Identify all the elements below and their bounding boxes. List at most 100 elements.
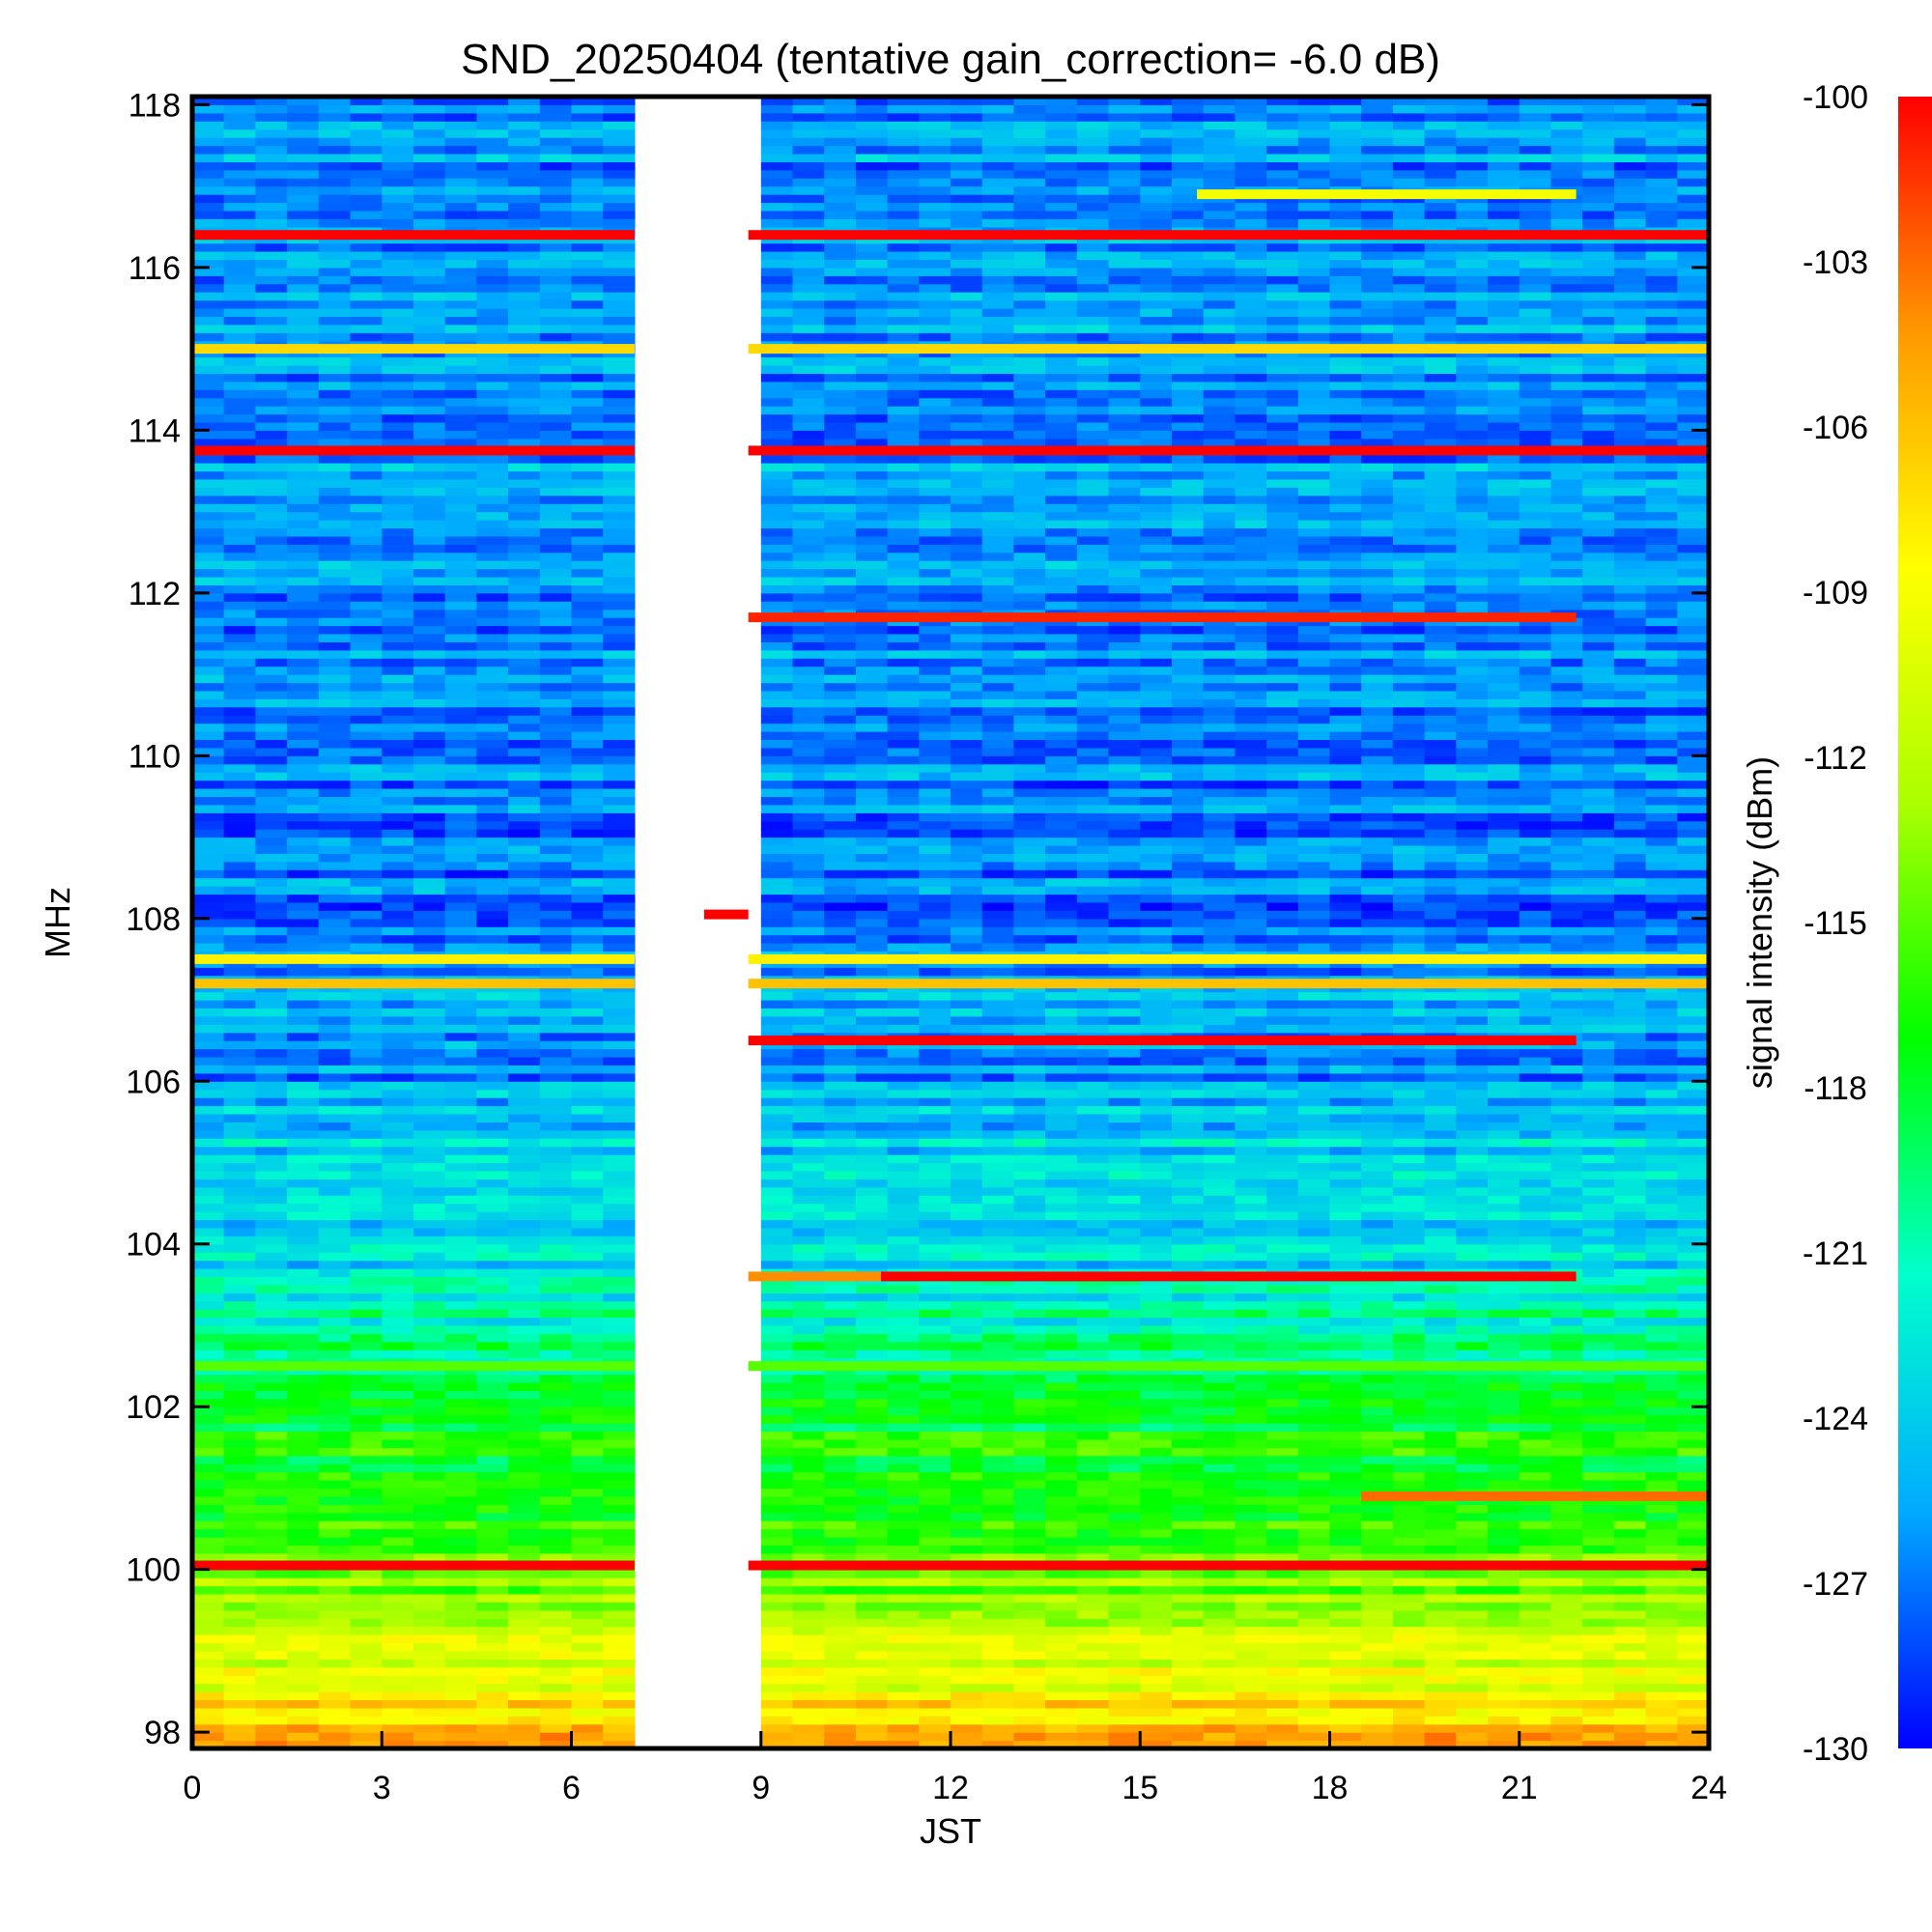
heatmap-cell xyxy=(1392,1577,1426,1587)
heatmap-cell xyxy=(855,1236,889,1245)
heatmap-cell xyxy=(571,910,604,920)
heatmap-cell xyxy=(318,829,352,838)
heatmap-cell xyxy=(350,910,383,920)
heatmap-cell xyxy=(951,1236,983,1245)
heatmap-cell xyxy=(1677,1032,1710,1041)
heatmap-cell xyxy=(1108,1325,1141,1334)
heatmap-cell xyxy=(1140,1170,1173,1179)
heatmap-cell xyxy=(444,1414,477,1424)
heatmap-cell xyxy=(1266,1065,1299,1074)
heatmap-cell xyxy=(1329,1585,1362,1595)
heatmap-cell xyxy=(1329,1666,1362,1676)
heatmap-cell xyxy=(1076,1114,1110,1122)
heatmap-cell xyxy=(1550,1642,1583,1652)
heatmap-cell xyxy=(1550,1114,1583,1122)
heatmap-cell xyxy=(192,1431,225,1440)
heatmap-cell xyxy=(1203,1105,1236,1115)
heatmap-cell xyxy=(476,1520,509,1530)
heatmap-cell xyxy=(1488,1642,1520,1652)
heatmap-cell xyxy=(1645,845,1678,854)
heatmap-cell xyxy=(223,1219,256,1229)
heatmap-cell xyxy=(1392,1699,1426,1709)
heatmap-cell xyxy=(855,1114,889,1122)
heatmap-cell xyxy=(1172,1162,1205,1172)
heatmap-cell xyxy=(1076,1008,1110,1017)
heatmap-cell xyxy=(1235,943,1267,952)
heatmap-cell xyxy=(539,1122,573,1131)
heatmap-cell xyxy=(1172,1350,1205,1359)
heatmap-cell xyxy=(1392,1114,1426,1122)
heatmap-cell xyxy=(1140,1162,1173,1172)
heatmap-cell xyxy=(223,1186,256,1196)
heatmap-cell xyxy=(824,1170,857,1179)
heatmap-cell xyxy=(792,1227,825,1236)
heatmap-cell xyxy=(981,1683,1014,1692)
heatmap-cell xyxy=(192,861,225,870)
heatmap-cell xyxy=(1550,837,1583,846)
heatmap-cell xyxy=(223,1325,256,1334)
heatmap-cell xyxy=(1488,1162,1520,1172)
heatmap-cell xyxy=(1203,1381,1236,1391)
heatmap-cell xyxy=(318,1129,352,1139)
heatmap-cell xyxy=(887,1642,920,1652)
heatmap-cell xyxy=(1519,869,1552,879)
heatmap-cell xyxy=(919,1626,952,1635)
heatmap-cell xyxy=(855,1186,889,1196)
heatmap-cell xyxy=(760,845,794,854)
heatmap-cell xyxy=(223,845,256,854)
heatmap-cell xyxy=(1424,1374,1457,1383)
heatmap-cell xyxy=(287,1455,320,1464)
heatmap-cell xyxy=(1108,1512,1141,1521)
heatmap-cell xyxy=(255,861,288,870)
heatmap-cell xyxy=(1045,1341,1078,1350)
heatmap-cell xyxy=(951,1585,983,1595)
heatmap-cell xyxy=(1235,829,1267,838)
heatmap-cell xyxy=(760,1381,794,1391)
heatmap-cell xyxy=(1677,1293,1710,1302)
heatmap-cell xyxy=(1297,1512,1331,1521)
heatmap-cell xyxy=(571,991,604,1001)
heatmap-cell xyxy=(223,1666,256,1676)
heatmap-cell xyxy=(981,829,1014,838)
heatmap-cell xyxy=(1392,1179,1426,1188)
heatmap-cell xyxy=(1076,1170,1110,1179)
heatmap-cell xyxy=(1645,1406,1678,1416)
heatmap-cell xyxy=(792,1162,825,1172)
heatmap-cell xyxy=(1140,1520,1173,1530)
heatmap-cell xyxy=(1266,1179,1299,1188)
heatmap-cell xyxy=(760,1471,794,1481)
heatmap-cell xyxy=(792,1683,825,1692)
heatmap-cell xyxy=(1108,1455,1141,1464)
heatmap-cell xyxy=(919,1577,952,1587)
heatmap-cell xyxy=(1456,934,1489,944)
heatmap-cell xyxy=(1108,1666,1141,1676)
heatmap-cell xyxy=(571,1504,604,1514)
heatmap-cell xyxy=(951,1243,983,1253)
heatmap-cell xyxy=(1140,1659,1173,1668)
heatmap-cell xyxy=(887,1431,920,1440)
heatmap-cell xyxy=(1045,926,1078,936)
heatmap-cell xyxy=(887,1398,920,1407)
heatmap-cell xyxy=(318,1341,352,1350)
heatmap-cell xyxy=(1013,1495,1046,1505)
heatmap-cell xyxy=(1013,1065,1046,1074)
heatmap-cell xyxy=(1013,910,1046,920)
heatmap-cell xyxy=(1677,1732,1710,1742)
heatmap-cell xyxy=(1266,1114,1299,1122)
heatmap-cell xyxy=(855,1585,889,1595)
heatmap-cell xyxy=(1613,829,1647,838)
heatmap-cell xyxy=(1297,1528,1331,1538)
heatmap-cell xyxy=(1203,934,1236,944)
heatmap-cell xyxy=(1519,1162,1552,1172)
heatmap-cell xyxy=(824,1211,857,1220)
heatmap-cell xyxy=(1519,1594,1552,1603)
heatmap-cell xyxy=(792,886,825,895)
heatmap-cell xyxy=(1013,1414,1046,1424)
heatmap-cell xyxy=(318,1057,352,1065)
heatmap-cell xyxy=(287,886,320,895)
heatmap-cell xyxy=(603,829,636,838)
heatmap-cell xyxy=(1140,1406,1173,1416)
heatmap-cell xyxy=(1297,1732,1331,1742)
heatmap-cell xyxy=(1361,1048,1394,1058)
